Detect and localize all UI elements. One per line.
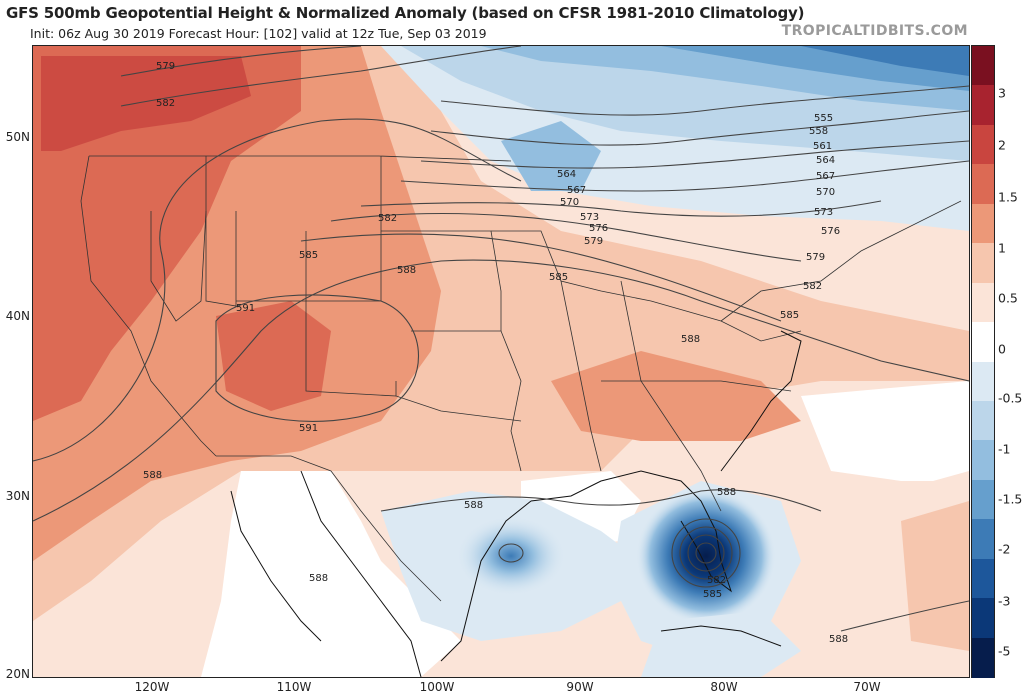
map-title: GFS 500mb Geopotential Height & Normaliz… — [6, 4, 805, 22]
contour-label: 588 — [309, 573, 328, 584]
colorbar-label: 1 — [998, 240, 1006, 256]
contour-label: 576 — [821, 226, 840, 237]
anomaly-map: 579 582 582 585 588 591 591 588 588 588 … — [32, 45, 970, 678]
contour-label: 585 — [703, 589, 722, 600]
lat-label-50n: 50N — [5, 130, 30, 144]
colorbar-label: -5 — [998, 643, 1011, 659]
colorbar-label: -0.5 — [998, 390, 1023, 406]
colorbar-segment — [972, 164, 994, 205]
colorbar-segment — [972, 479, 994, 520]
contour-label: 558 — [809, 126, 828, 137]
contour-label: 588 — [143, 470, 162, 481]
colorbar-segment — [972, 361, 994, 402]
contour-label: 570 — [560, 197, 579, 208]
site-credit: TROPICALTIDBITS.COM — [781, 23, 968, 39]
contour-label: 561 — [813, 141, 832, 152]
anomaly-shading — [33, 46, 969, 677]
contour-label: 585 — [780, 310, 799, 321]
colorbar-segment — [972, 400, 994, 441]
colorbar-label: -1 — [998, 441, 1011, 457]
colorbar-segment — [972, 243, 994, 284]
colorbar-segment — [972, 637, 994, 678]
contour-label: 582 — [378, 213, 397, 224]
contour-label: 567 — [567, 185, 586, 196]
colorbar-segment — [972, 598, 994, 639]
contour-label: 582 — [803, 281, 822, 292]
coastlines — [230, 330, 802, 677]
colorbar — [971, 45, 995, 678]
map-subtitle: Init: 06z Aug 30 2019 Forecast Hour: [10… — [30, 26, 487, 41]
lat-label-20n: 20N — [5, 667, 30, 681]
height-contours — [33, 46, 969, 632]
colorbar-segment — [972, 203, 994, 244]
lon-label-90w: 90W — [566, 680, 594, 694]
colorbar-segment — [972, 558, 994, 599]
colorbar-segment — [972, 519, 994, 560]
contour-label: 579 — [806, 252, 825, 263]
contour-label: 588 — [717, 487, 736, 498]
contour-label: 585 — [299, 250, 318, 261]
colorbar-label: -1.5 — [998, 491, 1023, 507]
contour-label: 570 — [816, 187, 835, 198]
colorbar-segment — [972, 440, 994, 481]
lon-label-120w: 120W — [134, 680, 170, 694]
contour-label: 585 — [549, 272, 568, 283]
colorbar-label: -3 — [998, 593, 1011, 609]
lon-label-70w: 70W — [853, 680, 881, 694]
colorbar-segment — [972, 46, 994, 86]
contour-label: 588 — [829, 634, 848, 645]
contour-label: 579 — [156, 61, 175, 72]
contour-label: 564 — [816, 155, 835, 166]
lon-label-110w: 110W — [276, 680, 312, 694]
map-svg: 579 582 582 585 588 591 591 588 588 588 … — [33, 46, 969, 677]
contour-label: 588 — [397, 265, 416, 276]
contour-label: 576 — [589, 223, 608, 234]
contour-labels: 579 582 582 585 588 591 591 588 588 588 … — [143, 61, 848, 645]
colorbar-segment — [972, 282, 994, 323]
lon-label-100w: 100W — [419, 680, 455, 694]
colorbar-label: 0.5 — [998, 290, 1018, 306]
colorbar-label: 3 — [998, 85, 1006, 101]
lat-label-40n: 40N — [5, 309, 30, 323]
contour-label: 555 — [814, 113, 833, 124]
colorbar-label: 0 — [998, 341, 1006, 357]
contour-label: 591 — [299, 423, 318, 434]
contour-label: 582 — [156, 98, 175, 109]
colorbar-segment — [972, 124, 994, 165]
colorbar-segment — [972, 85, 994, 126]
lon-label-80w: 80W — [710, 680, 738, 694]
contour-label: 567 — [816, 171, 835, 182]
colorbar-segment — [972, 322, 994, 362]
lat-label-30n: 30N — [5, 489, 30, 503]
contour-label: 579 — [584, 236, 603, 247]
colorbar-label: -2 — [998, 541, 1011, 557]
contour-label: 573 — [580, 212, 599, 223]
contour-label: 588 — [681, 334, 700, 345]
contour-label: 582 — [707, 575, 726, 586]
contour-label: 591 — [236, 303, 255, 314]
colorbar-label: 2 — [998, 137, 1006, 153]
contour-label: 573 — [814, 207, 833, 218]
colorbar-label: 1.5 — [998, 189, 1018, 205]
contour-label: 564 — [557, 169, 576, 180]
contour-label: 588 — [464, 500, 483, 511]
